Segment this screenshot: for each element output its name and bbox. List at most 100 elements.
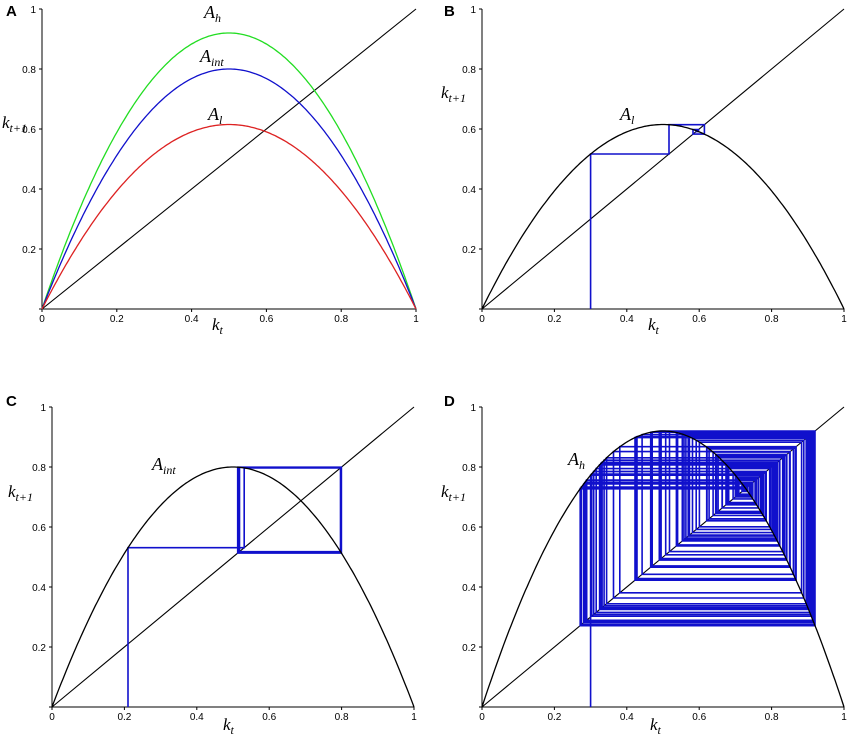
y-tick-label: 0.6: [462, 125, 476, 136]
series-label-sub: h: [579, 458, 585, 472]
series-label: Ah: [203, 2, 221, 25]
y-tick-label: 0.2: [462, 245, 476, 256]
series-label-base: A: [151, 454, 164, 474]
y-tick-label: 0.2: [22, 245, 36, 256]
series-label: Al: [619, 104, 635, 127]
diagonal-line: [481, 8, 845, 310]
cobweb-path: [127, 466, 343, 707]
x-axis-label: kt: [223, 715, 235, 737]
series-label-base: A: [567, 449, 580, 469]
y-axis-label: kt+1: [441, 482, 466, 504]
y-axis-label: kt+1: [441, 83, 466, 105]
x-axis-label-base: k: [650, 715, 658, 734]
x-tick-label: 0.4: [190, 712, 204, 723]
series-label-base: A: [619, 104, 632, 124]
y-tick-label: 0.8: [462, 463, 476, 474]
panel-letter: C: [6, 393, 17, 410]
series-label-base: A: [199, 46, 212, 66]
x-tick-label: 0.4: [620, 712, 634, 723]
y-tick-label: 0.4: [462, 185, 476, 196]
series-curve: [41, 32, 417, 310]
diagonal-line: [51, 406, 415, 708]
x-tick-label: 0.6: [259, 314, 273, 325]
x-tick-label: 0: [39, 314, 45, 325]
panel-a: A0 0.2 0.4 0.6 0.8 10.20.40.60.81ktkt+1AhAint…: [2, 2, 419, 337]
x-axis-label: kt: [648, 315, 660, 337]
x-tick-label: 0.4: [620, 314, 634, 325]
y-axis-label-sub: t+1: [16, 490, 33, 504]
y-tick-label: 0.8: [462, 65, 476, 76]
x-axis-label: kt: [650, 715, 662, 737]
series-curve: [481, 123, 845, 310]
x-tick-label: 0.8: [334, 314, 348, 325]
x-tick-label: 0.6: [692, 712, 706, 723]
y-tick-label: 0.8: [22, 65, 36, 76]
y-tick-label: 1: [40, 403, 46, 414]
series-label-base: A: [203, 2, 216, 22]
y-tick-label: 0.4: [22, 185, 36, 196]
x-tick-label: 1: [841, 314, 847, 325]
series-label: Aint: [151, 454, 176, 477]
panel-letter: B: [444, 3, 455, 20]
x-axis-label: kt: [212, 315, 224, 337]
y-axis-label-base: k: [441, 482, 449, 501]
series-label-base: A: [207, 104, 220, 124]
series-label-sub: l: [631, 113, 635, 127]
x-axis-label-sub: t: [231, 723, 235, 737]
x-axis-label-sub: t: [220, 323, 224, 337]
series-label-sub: l: [219, 113, 223, 127]
y-tick-label: 0.6: [462, 523, 476, 534]
x-axis-label-sub: t: [658, 723, 662, 737]
series-label: Al: [207, 104, 223, 127]
x-tick-label: 1: [411, 712, 417, 723]
y-axis-label: kt+1: [2, 113, 27, 135]
x-tick-label: 0.2: [117, 712, 131, 723]
x-axis-label-base: k: [212, 315, 220, 334]
y-axis-label-sub: t+1: [449, 490, 466, 504]
series-curve: [41, 68, 417, 310]
x-tick-label: 0.8: [335, 712, 349, 723]
x-tick-label: 0: [479, 712, 485, 723]
x-tick-label: 1: [413, 314, 419, 325]
x-tick-label: 0.8: [765, 712, 779, 723]
y-tick-label: 0.6: [32, 523, 46, 534]
y-tick-label: 1: [30, 5, 36, 16]
x-tick-label: 0.6: [262, 712, 276, 723]
y-tick-label: 0.6: [22, 125, 36, 136]
y-tick-label: 0.2: [462, 643, 476, 654]
x-axis-label-base: k: [648, 315, 656, 334]
series-label: Aint: [199, 46, 224, 69]
panel-letter: A: [6, 3, 17, 20]
x-tick-label: 0.6: [692, 314, 706, 325]
diagonal-line: [41, 8, 417, 310]
x-tick-label: 0.2: [110, 314, 124, 325]
series-curve: [41, 123, 417, 310]
x-tick-label: 0: [479, 314, 485, 325]
y-tick-label: 0.4: [32, 583, 46, 594]
series-label-sub: int: [163, 463, 176, 477]
x-tick-label: 0.2: [547, 314, 561, 325]
series-curve: [51, 466, 415, 708]
x-tick-label: 1: [841, 712, 847, 723]
series-label-sub: int: [211, 55, 224, 69]
y-axis-label-sub: t+1: [10, 121, 27, 135]
y-axis-label-base: k: [441, 83, 449, 102]
panel-letter: D: [444, 393, 455, 410]
y-axis-label-base: k: [8, 482, 16, 501]
series-curve: [481, 430, 845, 708]
x-axis-label-base: k: [223, 715, 231, 734]
y-axis-label-base: k: [2, 113, 10, 132]
y-tick-label: 0.2: [32, 643, 46, 654]
x-tick-label: 0.8: [765, 314, 779, 325]
x-tick-label: 0.4: [185, 314, 199, 325]
y-tick-label: 1: [470, 5, 476, 16]
cobweb-path: [589, 123, 706, 309]
x-axis-label-sub: t: [656, 323, 660, 337]
cobweb-path: [579, 430, 816, 707]
y-tick-label: 1: [470, 403, 476, 414]
series-label: Ah: [567, 449, 585, 472]
